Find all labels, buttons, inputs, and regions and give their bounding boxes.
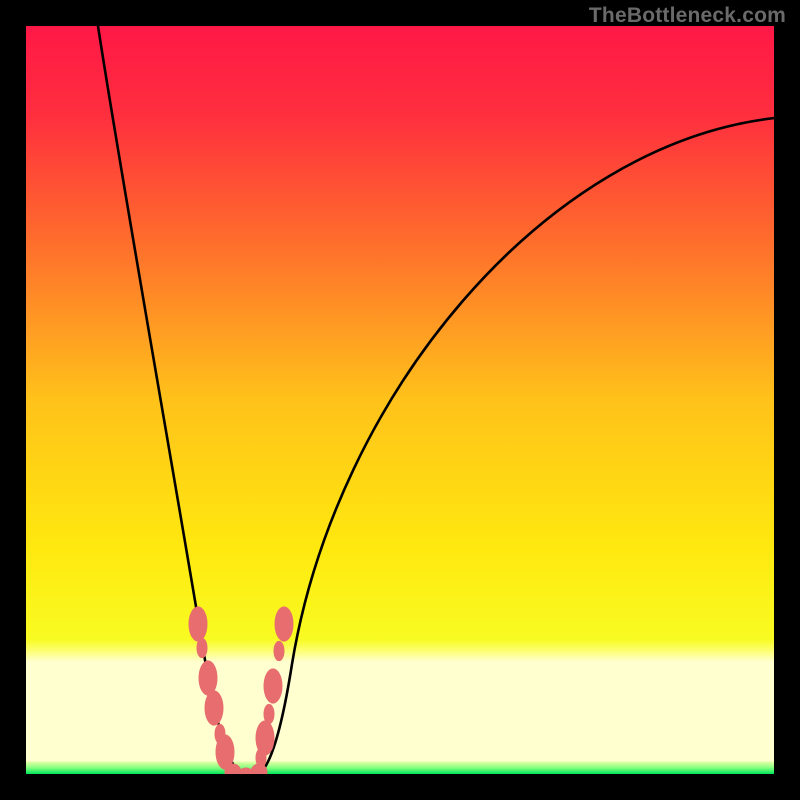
curve-marker (264, 668, 283, 703)
curve-marker (199, 660, 218, 695)
curve-marker (275, 606, 294, 641)
gradient-background (26, 26, 774, 774)
plot-area (26, 26, 774, 774)
curve-marker (205, 690, 224, 725)
watermark-text: TheBottleneck.com (589, 4, 786, 28)
curve-marker (197, 638, 208, 658)
chart-frame: TheBottleneck.com (0, 0, 800, 800)
curve-marker (274, 641, 285, 661)
bottleneck-chart-svg (26, 26, 774, 774)
curve-marker (189, 606, 208, 641)
